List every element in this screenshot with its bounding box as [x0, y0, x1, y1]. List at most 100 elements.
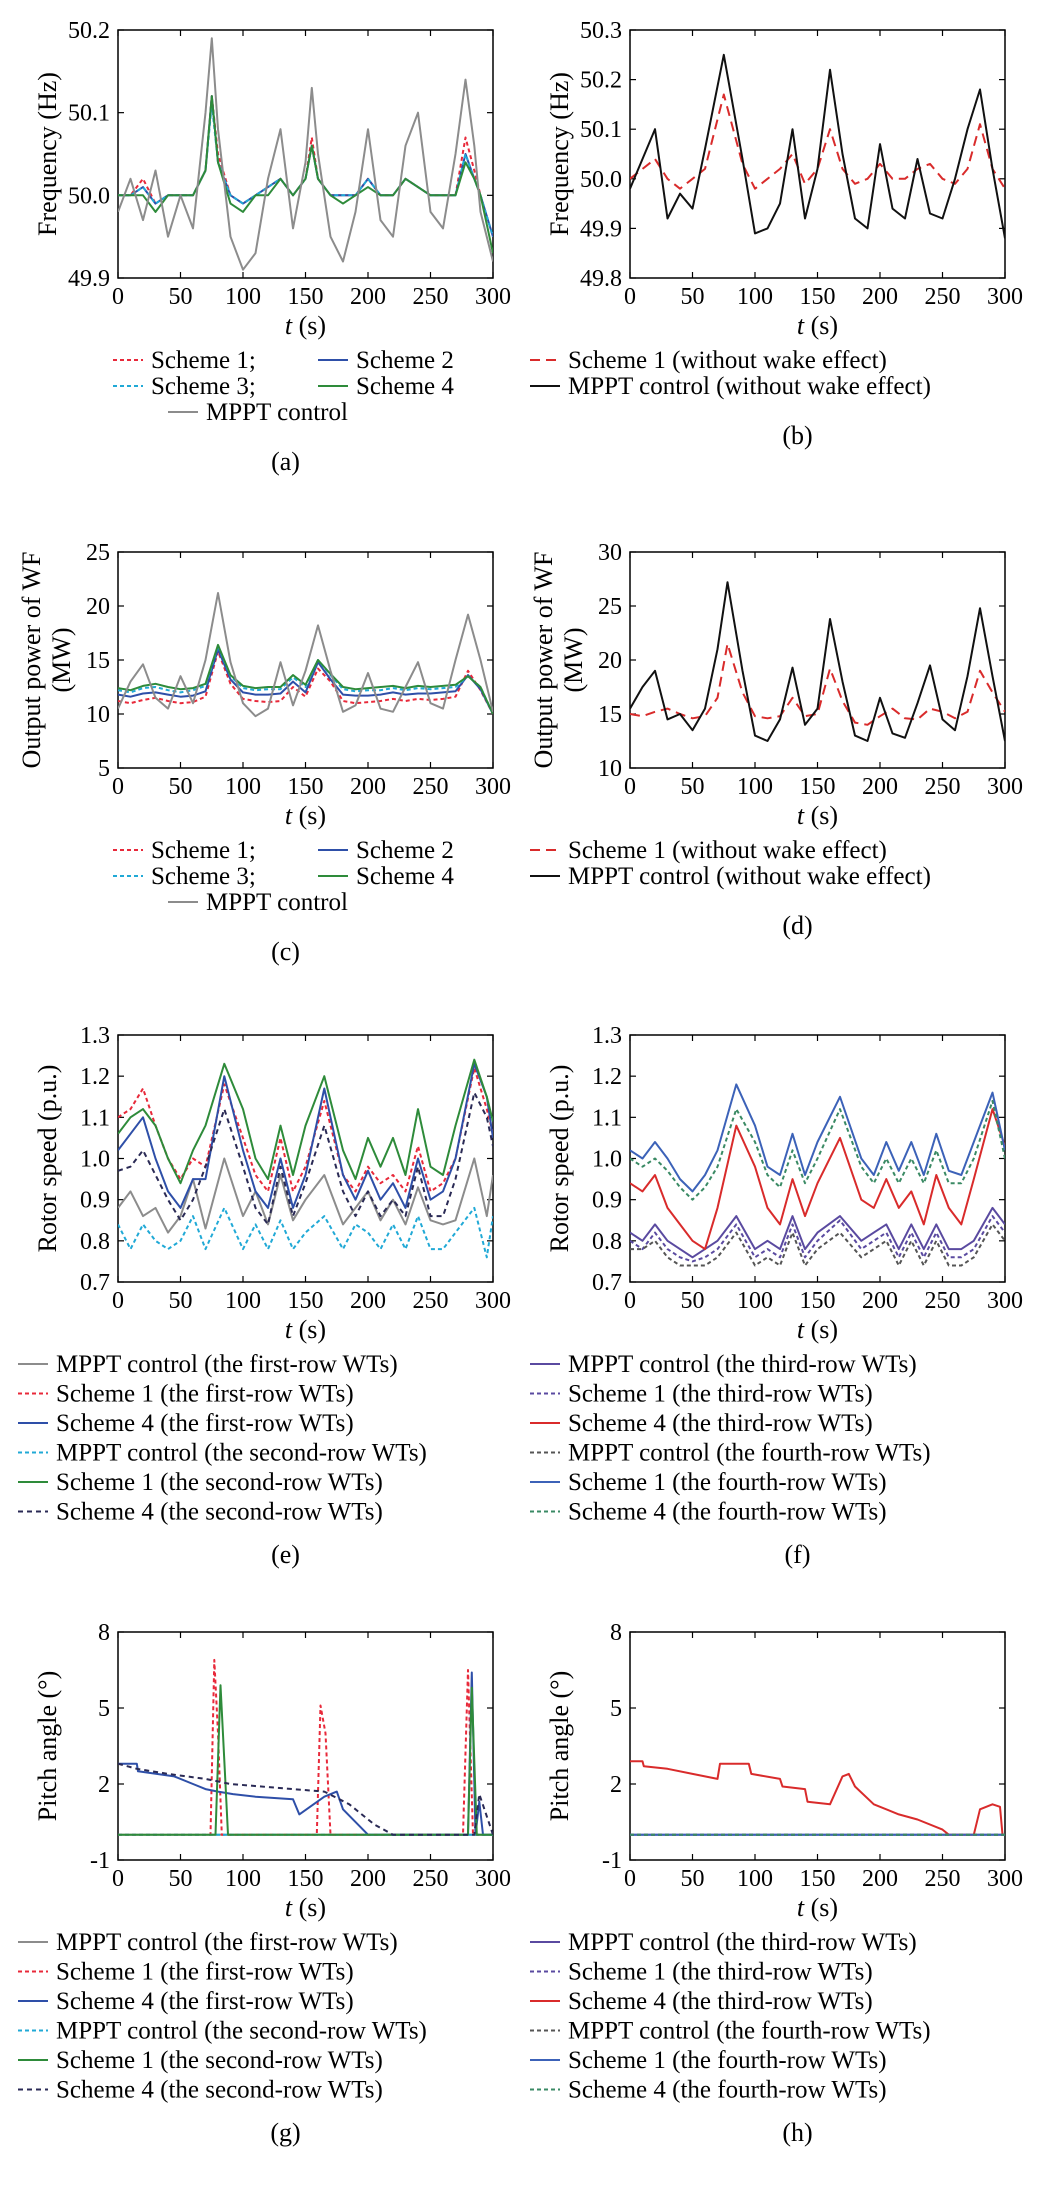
- x-tick-label: 100: [225, 774, 261, 800]
- y-tick-label: 15: [86, 648, 110, 674]
- x-axis-label: t (s): [285, 311, 326, 340]
- x-tick-label: 0: [624, 1288, 636, 1314]
- y-tick-label: 5: [98, 756, 110, 782]
- x-tick-label: 0: [624, 284, 636, 310]
- legend-label: Scheme 3;: [151, 373, 256, 400]
- x-tick-label: 0: [112, 1288, 124, 1314]
- y-tick-label: 5: [98, 1696, 110, 1722]
- series-line-5: [118, 592, 493, 718]
- panel-caption: (a): [271, 447, 300, 476]
- legend-label: Scheme 1 (without wake effect): [568, 837, 887, 864]
- y-axis-label: Output power of WF: [17, 552, 46, 769]
- chart-panel-b: 0 50 100 150 200 250 300 49.8 49.9 50.0 50.1 50.2 50…: [530, 18, 1023, 450]
- x-axis-label: t (s): [797, 801, 838, 830]
- y-tick-label: 49.9: [580, 216, 622, 242]
- legend-label: Scheme 4: [356, 863, 454, 890]
- y-tick-label: 25: [86, 540, 110, 566]
- y-tick-label: 49.8: [580, 266, 622, 292]
- series-line-3: [118, 645, 493, 715]
- y-tick-label: 2: [610, 1772, 622, 1798]
- chart-panel-d: 0 50 100 150 200 250 300 10 15 20 25 30 t (s) Output …: [529, 540, 1023, 940]
- series-line-5: [118, 1684, 493, 1836]
- series-line-1: [630, 1206, 1005, 1259]
- x-tick-label: 150: [288, 1866, 324, 1892]
- y-tick-label: 20: [598, 648, 622, 674]
- x-tick-label: 50: [169, 284, 193, 310]
- panel-caption: (b): [782, 421, 812, 450]
- legend-label: Scheme 4 (the third-row WTs): [568, 1410, 873, 1437]
- series-line-2: [630, 581, 1005, 742]
- legend-label: Scheme 4 (the third-row WTs): [568, 1988, 873, 2015]
- x-tick-label: 200: [350, 1866, 386, 1892]
- y-tick-label: -1: [602, 1848, 622, 1874]
- x-tick-label: 0: [624, 774, 636, 800]
- series-line-4: [630, 1223, 1005, 1267]
- panel-caption: (f): [785, 1540, 811, 1569]
- y-axis-label: Pitch angle (°): [33, 1671, 62, 1821]
- y-axis-label: Rotor speed (p.u.): [33, 1065, 62, 1253]
- legend-label: Scheme 4 (the fourth-row WTs): [568, 1499, 887, 1526]
- series-line-4: [118, 1206, 493, 1259]
- x-tick-label: 250: [413, 284, 449, 310]
- legend-label: Scheme 4 (the second-row WTs): [56, 1499, 383, 1526]
- series-line-6: [630, 1099, 1005, 1201]
- x-tick-label: 100: [737, 1288, 773, 1314]
- series-line-3: [118, 1062, 493, 1209]
- x-tick-label: 300: [475, 1866, 511, 1892]
- legend-label: MPPT control (the fourth-row WTs): [568, 2018, 931, 2045]
- legend-label: Scheme 1 (the first-row WTs): [56, 1959, 354, 1986]
- x-axis-label: t (s): [285, 1893, 326, 1922]
- y-tick-label: 1.1: [592, 1105, 622, 1131]
- x-tick-label: 100: [225, 284, 261, 310]
- panel-caption: (h): [782, 2118, 812, 2147]
- legend-label: MPPT control (the third-row WTs): [568, 1351, 917, 1378]
- series-line-1: [118, 1157, 493, 1234]
- chart-panel-h: 0 50 100 150 200 250 300 -1 2 5 8 t (s) Pitch angle …: [530, 1620, 1023, 2147]
- x-tick-label: 50: [681, 774, 705, 800]
- legend-label: MPPT control (the fourth-row WTs): [568, 1440, 931, 1467]
- y-tick-label: 10: [598, 756, 622, 782]
- legend-label: Scheme 1;: [151, 347, 256, 374]
- x-tick-label: 150: [288, 774, 324, 800]
- x-tick-label: 50: [169, 1866, 193, 1892]
- x-tick-label: 300: [475, 774, 511, 800]
- series-line-2: [630, 53, 1005, 239]
- legend-label: Scheme 4: [356, 373, 454, 400]
- y-tick-label: 1.1: [80, 1105, 110, 1131]
- plot-frame: [629, 29, 1006, 279]
- y-tick-label: 50.0: [580, 167, 622, 193]
- x-tick-label: 100: [737, 284, 773, 310]
- legend-label: Scheme 4 (the first-row WTs): [56, 1988, 354, 2015]
- y-tick-label: 50.1: [68, 101, 110, 127]
- x-tick-label: 200: [862, 284, 898, 310]
- x-tick-label: 50: [681, 1866, 705, 1892]
- plot-frame: [629, 551, 1006, 769]
- x-tick-label: 100: [737, 774, 773, 800]
- series-line-2: [118, 1066, 493, 1193]
- legend-label: Scheme 3;: [151, 863, 256, 890]
- x-tick-label: 150: [800, 774, 836, 800]
- series-line-4: [118, 643, 493, 715]
- legend-label: Scheme 4 (the fourth-row WTs): [568, 2077, 887, 2104]
- x-tick-label: 0: [112, 774, 124, 800]
- x-tick-label: 200: [862, 1866, 898, 1892]
- x-tick-label: 0: [624, 1866, 636, 1892]
- x-tick-label: 250: [925, 1288, 961, 1314]
- x-axis-label: t (s): [285, 1315, 326, 1344]
- legend-label: Scheme 1 (the third-row WTs): [568, 1959, 873, 1986]
- y-tick-label: 49.9: [68, 266, 110, 292]
- legend-label: Scheme 2: [356, 347, 454, 374]
- y-tick-label: -1: [90, 1848, 110, 1874]
- series-line-2: [118, 648, 493, 715]
- legend-label: MPPT control (without wake effect): [568, 863, 931, 890]
- legend-label: MPPT control (the first-row WTs): [56, 1929, 398, 1956]
- x-tick-label: 150: [800, 284, 836, 310]
- plot-frame: [117, 1631, 494, 1861]
- y-tick-label: 8: [610, 1620, 622, 1646]
- plot-frame: [629, 1631, 1006, 1861]
- chart-panel-a: 0 50 100 150 200 250 300 49.9 50.0 50.1 50.2 t (s) F…: [33, 18, 511, 476]
- legend-label: MPPT control (without wake effect): [568, 373, 931, 400]
- y-tick-label: 50.0: [68, 183, 110, 209]
- y-axis-label: Output power of WF: [529, 552, 558, 769]
- y-tick-label: 20: [86, 594, 110, 620]
